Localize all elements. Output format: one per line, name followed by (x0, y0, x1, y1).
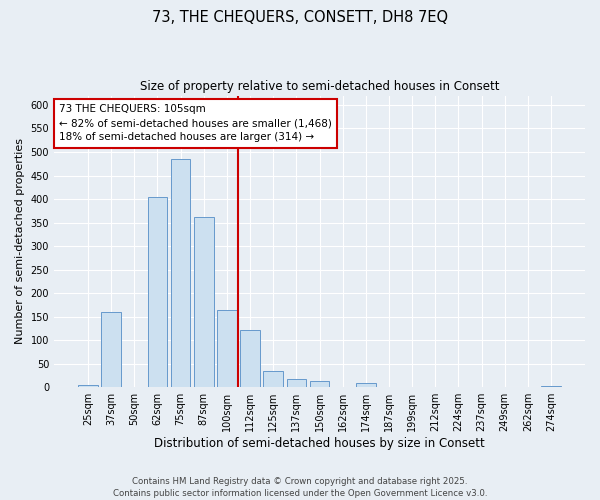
Bar (310, 381, 329, 387)
Bar (194, 217, 214, 387)
Bar (240, 330, 260, 387)
Bar (78, 385, 98, 387)
X-axis label: Distribution of semi-detached houses by size in Consett: Distribution of semi-detached houses by … (154, 437, 485, 450)
Text: 73, THE CHEQUERS, CONSETT, DH8 7EQ: 73, THE CHEQUERS, CONSETT, DH8 7EQ (152, 10, 448, 25)
Bar (541, 386, 561, 387)
Bar (148, 196, 167, 387)
Bar (263, 370, 283, 387)
Bar (356, 384, 376, 387)
Y-axis label: Number of semi-detached properties: Number of semi-detached properties (15, 138, 25, 344)
Bar (171, 159, 190, 387)
Bar (101, 312, 121, 387)
Bar (217, 310, 237, 387)
Text: 73 THE CHEQUERS: 105sqm
← 82% of semi-detached houses are smaller (1,468)
18% of: 73 THE CHEQUERS: 105sqm ← 82% of semi-de… (59, 104, 332, 142)
Title: Size of property relative to semi-detached houses in Consett: Size of property relative to semi-detach… (140, 80, 499, 93)
Bar (287, 378, 306, 387)
Text: Contains HM Land Registry data © Crown copyright and database right 2025.
Contai: Contains HM Land Registry data © Crown c… (113, 476, 487, 498)
